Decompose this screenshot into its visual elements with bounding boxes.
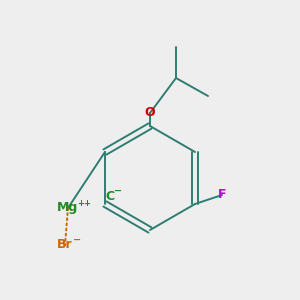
Text: F: F — [218, 188, 226, 202]
Text: −: − — [73, 235, 81, 245]
Text: ++: ++ — [77, 199, 91, 208]
Text: −: − — [114, 186, 122, 196]
Text: C: C — [105, 190, 115, 202]
Text: Mg: Mg — [57, 202, 79, 214]
Text: O: O — [145, 106, 155, 119]
Text: Br: Br — [57, 238, 73, 251]
